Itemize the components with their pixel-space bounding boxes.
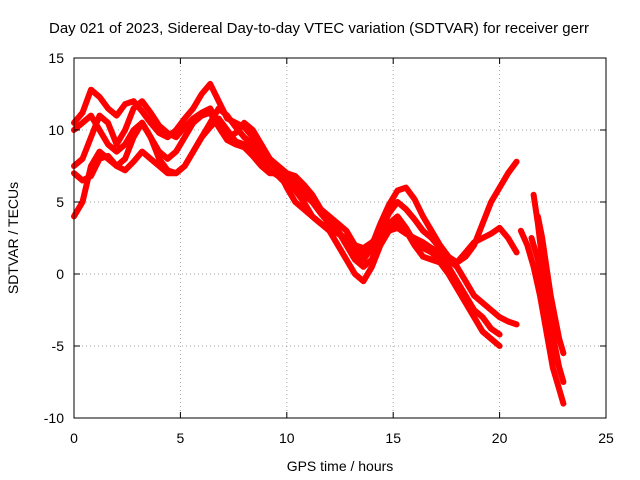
y-tick-label: 5 (56, 194, 64, 210)
x-tick-label: 20 (492, 430, 508, 446)
series-line-sat-3 (71, 109, 503, 338)
series-line-sat-6 (517, 227, 567, 407)
y-axis-label: SDTVAR / TECUs (5, 182, 21, 294)
y-tick-label: 15 (48, 50, 64, 66)
x-tick-label: 15 (385, 430, 401, 446)
series-line-sat-5 (71, 115, 520, 266)
x-axis-label: GPS time / hours (287, 458, 394, 474)
x-tick-label: 5 (177, 430, 185, 446)
y-tick-label: -5 (52, 338, 65, 354)
series-line-sat-2 (71, 98, 520, 328)
x-tick-label: 10 (279, 430, 295, 446)
chart-title: Day 021 of 2023, Sidereal Day-to-day VTE… (49, 20, 589, 37)
series-line-sat-9 (534, 213, 567, 357)
ticks: 0 5 10 15 20 25 -10 -5 0 5 10 15 (44, 50, 614, 446)
y-tick-label: 10 (48, 122, 64, 138)
x-tick-label: 25 (598, 430, 614, 446)
x-tick-label: 0 (70, 430, 78, 446)
series-group (71, 80, 567, 407)
y-tick-label: -10 (44, 410, 64, 426)
series-line-sat-1 (71, 80, 520, 266)
y-tick-label: 0 (56, 266, 64, 282)
series-line-sat-8 (528, 235, 565, 378)
plot-frame (73, 57, 607, 419)
